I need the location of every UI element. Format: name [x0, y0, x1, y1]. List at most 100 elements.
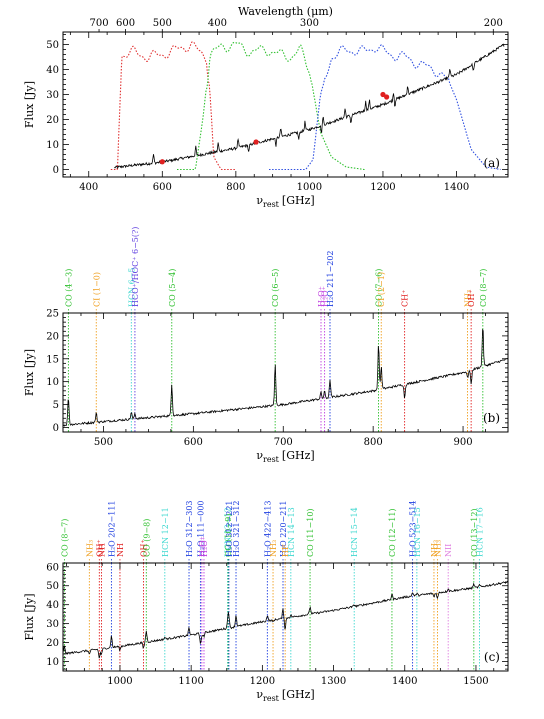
line-id-label: HCN 12−11	[161, 507, 170, 557]
photometry-point	[380, 91, 386, 98]
x-tick-label: 600	[153, 182, 172, 193]
line-id-label: OH⁺	[139, 539, 148, 557]
x-tick-label: 1000	[297, 182, 322, 193]
x-tick-label: 1300	[321, 676, 346, 687]
line-id-label: CO (5−4)	[168, 269, 177, 307]
line-id-label: H₂O⁺	[198, 536, 207, 557]
line-id-label: H₂O 220−211	[279, 500, 288, 557]
line-id-label: HF	[281, 544, 290, 557]
top-tick-label: 500	[153, 18, 172, 29]
y-axis-label: Flux [Jy]	[23, 593, 36, 640]
y-tick-label: 60	[46, 562, 59, 573]
plot-frame	[62, 312, 509, 433]
line-id-label: HCN 14−13	[287, 507, 296, 557]
x-axis-label-unit: [GHz]	[282, 688, 315, 701]
x-tick-label: 1200	[370, 182, 395, 193]
line-id-label: CO (12−11)	[388, 508, 397, 557]
photometry-point	[384, 94, 390, 100]
x-tick-label: 700	[274, 437, 293, 448]
x-axis-label-main: ν	[256, 449, 263, 462]
plot-area	[63, 563, 508, 671]
x-tick-label: 900	[454, 437, 473, 448]
line-id-label: HCN 17−16	[476, 507, 485, 557]
line-id-label: H₂O 202−111	[107, 500, 116, 557]
panel-c: νrest [GHz]	[62, 559, 509, 703]
line-id-label: NII	[444, 544, 453, 557]
top-tick-label: 200	[484, 18, 503, 29]
filter-curve-1	[177, 41, 365, 171]
line-id-label: NH₃	[464, 290, 473, 307]
y-tick-label: 20	[46, 115, 59, 126]
line-id-label: H₂O⁺	[321, 286, 330, 307]
y-tick-label: 40	[46, 600, 59, 611]
line-id-label: H₂O 211−202	[326, 250, 335, 307]
line-id-label: HCN 6−5	[127, 267, 136, 307]
line-id-label: HCN 15−14	[350, 507, 359, 557]
line-id-label: H₂O 523−514	[409, 500, 418, 557]
plot-area	[110, 41, 505, 171]
x-tick-label: 1000	[107, 676, 132, 687]
x-axis-label-unit: [GHz]	[282, 194, 315, 207]
y-tick-label: 0	[53, 423, 59, 434]
plot-frame	[62, 562, 509, 672]
x-tick-label: 1200	[250, 676, 275, 687]
x-axis-label-unit: [GHz]	[282, 449, 315, 462]
spectrum-line	[114, 43, 505, 170]
x-tick-label: 1500	[463, 676, 488, 687]
line-id-label: H₂O 422−413	[263, 500, 272, 557]
filter-curve-0	[110, 41, 236, 171]
plot-frame	[62, 31, 509, 178]
x-tick-label: 600	[184, 437, 203, 448]
line-id-label: NH₃	[430, 540, 439, 557]
line-id-label: NH₃	[85, 540, 94, 557]
line-id-label: CO (13−12)	[470, 508, 479, 557]
y-axis-label: Flux [Jy]	[23, 349, 36, 396]
line-id-label: CI (1−0)	[92, 272, 101, 307]
line-id-label: HCO⁺/HOC⁺ 6−5(?)	[131, 227, 140, 307]
x-tick-label: 1400	[392, 676, 417, 687]
y-tick-label: 50	[46, 40, 59, 51]
line-id-label: NH₃	[269, 540, 278, 557]
photometry-point	[253, 139, 259, 145]
x-axis-label-main: ν	[256, 194, 263, 207]
panel-a: νrest [GHz]	[62, 29, 509, 209]
line-id-label: CI (2−1)	[377, 272, 386, 307]
line-id-label: H₂O 312−303	[185, 500, 194, 557]
top-tick-label: 700	[89, 18, 108, 29]
filter-curve-2	[269, 44, 501, 171]
y-tick-label: 0	[53, 165, 59, 176]
y-tick-label: 10	[46, 140, 59, 151]
line-id-label: H₂O 321−312	[232, 500, 241, 557]
line-id-label: OH⁺	[467, 289, 476, 307]
line-id-label: H₂O⁺	[200, 536, 209, 557]
line-id-label: CO (4−3)	[64, 269, 73, 307]
y-tick-label: 20	[46, 331, 59, 342]
x-axis-label: νrest [GHz]	[256, 194, 314, 209]
x-tick-label: 400	[79, 182, 98, 193]
x-axis-label: νrest [GHz]	[256, 449, 314, 464]
panel-label: (a)	[483, 156, 500, 170]
x-tick-label: 800	[226, 182, 245, 193]
x-tick-label: 800	[364, 437, 383, 448]
y-tick-label: 40	[46, 65, 59, 76]
line-id-label: HCN 13−12	[223, 507, 232, 557]
top-tick-label: 400	[208, 18, 227, 29]
x-tick-label: 1100	[178, 676, 203, 687]
y-tick-label: 15	[46, 354, 59, 365]
y-tick-label: 30	[46, 619, 59, 630]
line-id-label: H₂O 312−221	[225, 500, 234, 557]
y-tick-label: 5	[53, 400, 59, 411]
top-axis-label: Wavelength (μm)	[238, 5, 333, 18]
x-axis-label: νrest [GHz]	[256, 688, 314, 703]
line-id-label: NH	[116, 543, 125, 557]
line-id-label: CO (8−7)	[479, 269, 488, 307]
line-id-label: OH⁺	[95, 539, 104, 557]
y-axis-label: Flux [Jy]	[23, 81, 36, 128]
spectrum-line	[63, 580, 508, 659]
x-axis-label-sub: rest	[263, 694, 280, 703]
x-axis-label-main: ν	[256, 688, 263, 701]
x-tick-label: 1400	[444, 182, 469, 193]
top-tick-label: 600	[116, 18, 135, 29]
y-tick-label: 30	[46, 90, 59, 101]
